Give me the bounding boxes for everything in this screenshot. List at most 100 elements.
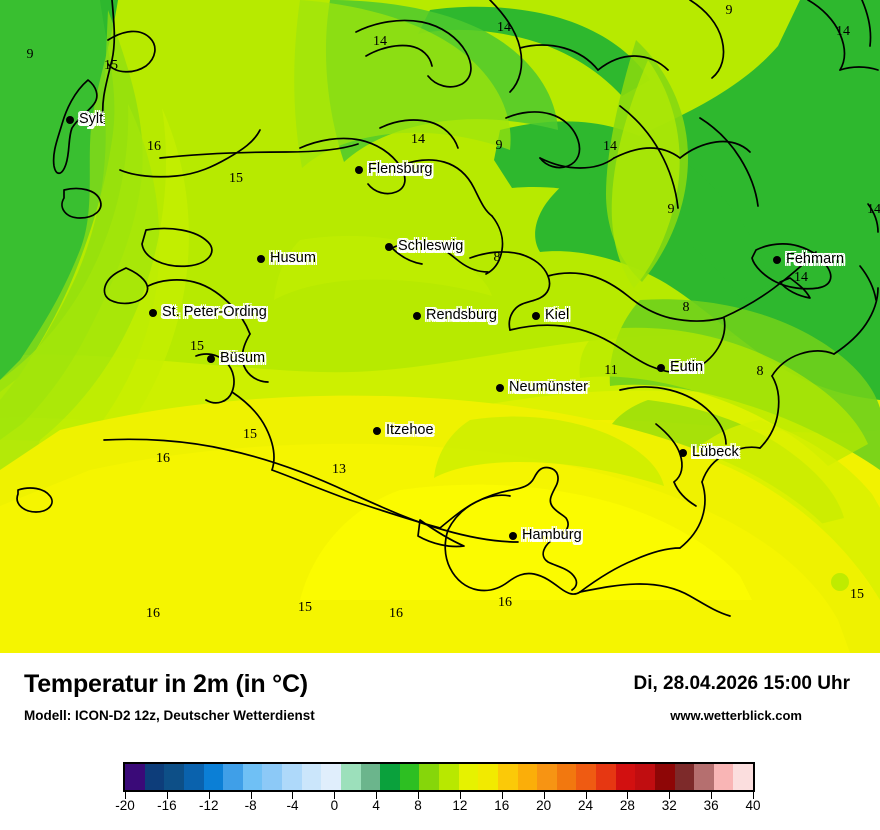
colorbar-swatch [203, 764, 224, 790]
colorbar-swatch [419, 764, 439, 790]
colorbar-swatch [537, 764, 557, 790]
colorbar-tick-label: 16 [494, 798, 510, 813]
colorbar-swatch [694, 764, 714, 790]
model-subtitle: Modell: ICON-D2 12z, Deutscher Wetterdie… [24, 708, 315, 723]
city-label: Sylt [79, 111, 104, 127]
colorbar-swatch [164, 764, 184, 790]
colorbar-tick [334, 792, 336, 799]
city-label: Neumünster [509, 379, 588, 395]
city-label: Rendsburg [426, 307, 497, 323]
colorbar-swatch [301, 764, 322, 790]
colorbar-swatch [439, 764, 459, 790]
colorbar-tick [459, 792, 461, 799]
colorbar-tick [166, 792, 168, 799]
city-label: Itzehoe [386, 422, 434, 438]
city-dot-icon [257, 255, 265, 263]
city-label: Hamburg [522, 527, 582, 543]
isotherm-label: 14 [794, 270, 808, 285]
colorbar-tick [627, 792, 629, 799]
city-dot-icon [496, 384, 504, 392]
city-dot-icon [413, 312, 421, 320]
city-label: Lübeck [692, 444, 739, 460]
colorbar-swatch [458, 764, 479, 790]
colorbar-swatch [399, 764, 420, 790]
colorbar-swatch [635, 764, 655, 790]
isotherm-label: 16 [498, 595, 512, 610]
city-label: Schleswig [398, 238, 464, 254]
isotherm-label: 15 [243, 427, 257, 442]
colorbar-tick [669, 792, 671, 799]
isotherm-label: 15 [229, 171, 243, 186]
isotherm-label: 9 [725, 3, 733, 18]
city-label: Husum [270, 250, 316, 266]
colorbar-swatch [360, 764, 381, 790]
colorbar-swatch [654, 764, 675, 790]
city-dot-icon [66, 116, 74, 124]
isotherm-label: 8 [493, 250, 501, 265]
city-dot-icon [355, 166, 363, 174]
city-label: St. Peter-Ording [162, 304, 267, 320]
colorbar-tick [753, 792, 754, 799]
isotherm-label: 14 [867, 202, 880, 217]
colorbar-tick-label: 32 [661, 798, 677, 813]
colorbar-tick-label: 20 [536, 798, 552, 813]
colorbar-tick-label: 4 [372, 798, 380, 813]
page-title: Temperatur in 2m (in °C) [24, 670, 308, 698]
isotherm-label: 9 [26, 47, 34, 62]
isotherm-label: 14 [497, 20, 511, 35]
city-label: Büsum [220, 350, 266, 366]
isotherm-label: 16 [147, 139, 161, 154]
colorbar-swatch [478, 764, 498, 790]
isotherm-label: 16 [146, 606, 160, 621]
isotherm-label: 14 [836, 24, 850, 39]
city-dot-icon [532, 312, 540, 320]
colorbar-tick-label: -16 [157, 798, 177, 813]
colorbar-tick-label: 24 [578, 798, 594, 813]
colorbar-swatch [733, 764, 753, 790]
website-url: www.wetterblick.com [670, 708, 802, 723]
colorbar-tick [292, 792, 294, 799]
colorbar-tick-label: 8 [414, 798, 422, 813]
isotherm-label: 8 [682, 300, 690, 315]
colorbar-tick-label: -8 [244, 798, 257, 813]
map-footer: Temperatur in 2m (in °C) Modell: ICON-D2… [0, 653, 880, 830]
city-label: Flensburg [368, 161, 433, 177]
colorbar-tick [711, 792, 713, 799]
colorbar-ticks [123, 792, 755, 800]
colorbar-tick [585, 792, 587, 799]
city-dot-icon [207, 355, 215, 363]
valid-time: Di, 28.04.2026 15:00 Uhr [633, 673, 850, 694]
isotherm-label: 14 [373, 34, 387, 49]
city-dot-icon [149, 309, 157, 317]
colorbar-swatch [340, 764, 361, 790]
colorbar-swatch [321, 764, 341, 790]
city-dot-icon [373, 427, 381, 435]
colorbar-swatch [144, 764, 165, 790]
colorbar-swatch [262, 764, 282, 790]
colorbar-tick-label: -20 [115, 798, 135, 813]
colorbar-tick [208, 792, 210, 799]
isotherm-label: 16 [389, 606, 403, 621]
colorbar-tick [125, 792, 126, 799]
colorbar-swatch [615, 764, 636, 790]
isotherm-label: 15 [104, 58, 118, 73]
colorbar-tick [250, 792, 252, 799]
city-dot-icon [509, 532, 517, 540]
city-label: Fehmarn [786, 251, 845, 267]
colorbar-tick-label: -12 [198, 798, 219, 813]
temperature-map[interactable]: 9 15 14 14 9 14 16 14 9 14 15 9 14 8 14 8 15 11 8 15 16 13 16 1… [0, 0, 880, 653]
colorbar-swatch [223, 764, 243, 790]
isotherm-label: 15 [190, 339, 204, 354]
colorbar-swatch [713, 764, 734, 790]
city-dot-icon [679, 449, 687, 457]
isotherm-label: 14 [411, 132, 425, 147]
colorbar-tick-label: 36 [703, 798, 719, 813]
colorbar-swatch [497, 764, 518, 790]
colorbar-swatch [576, 764, 596, 790]
isotherm-label: 8 [756, 364, 764, 379]
city-dot-icon [657, 364, 665, 372]
colorbar-tick [501, 792, 503, 799]
isotherm-label: 11 [604, 363, 618, 378]
isotherm-label: 16 [156, 451, 170, 466]
colorbar-tick [418, 792, 420, 799]
